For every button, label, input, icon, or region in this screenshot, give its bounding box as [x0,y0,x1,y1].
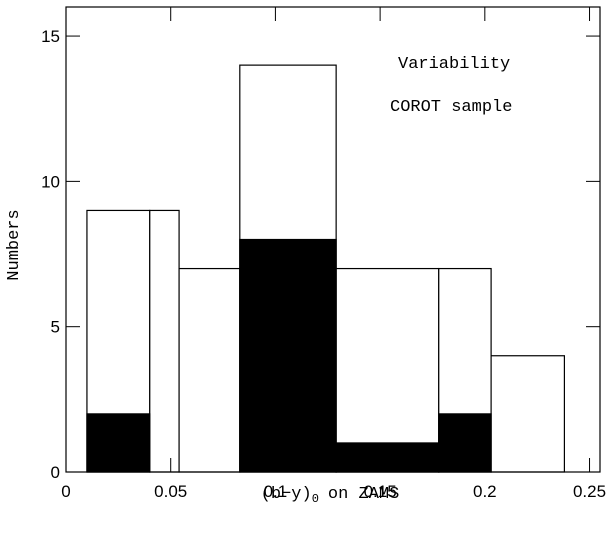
histogram-bar [178,267,241,473]
x-tick-label: 0.15 [364,482,397,501]
y-tick-label: 0 [51,463,60,482]
y-axis-label: Numbers [5,209,24,280]
annotation: COROT sample [390,98,512,117]
x-tick-label: 0.25 [573,482,606,501]
y-tick-label: 10 [41,172,60,191]
histogram-bar [335,267,440,473]
histogram-bar [335,442,440,473]
histogram-bar [490,355,566,473]
x-axis-label: (b−y)0 on ZAMS [261,485,400,506]
histogram-bar [239,238,337,473]
x-label-rest: on ZAMS [328,485,399,504]
y-tick-label: 15 [41,27,60,46]
x-label-main: (b−y) [261,485,312,504]
annotation: Variability [398,55,510,74]
x-tick-label: 0.2 [473,482,497,501]
x-tick-label: 0.05 [154,482,187,501]
plot-frame [65,6,601,473]
histogram-bar [438,413,492,473]
x-tick-label: 0 [61,482,70,501]
x-tick-label: 0.1 [264,482,288,501]
y-tick-label: 5 [51,318,60,337]
x-label-sub: 0 [312,492,319,506]
histogram-bar [149,209,180,473]
histogram-bar [86,413,151,473]
